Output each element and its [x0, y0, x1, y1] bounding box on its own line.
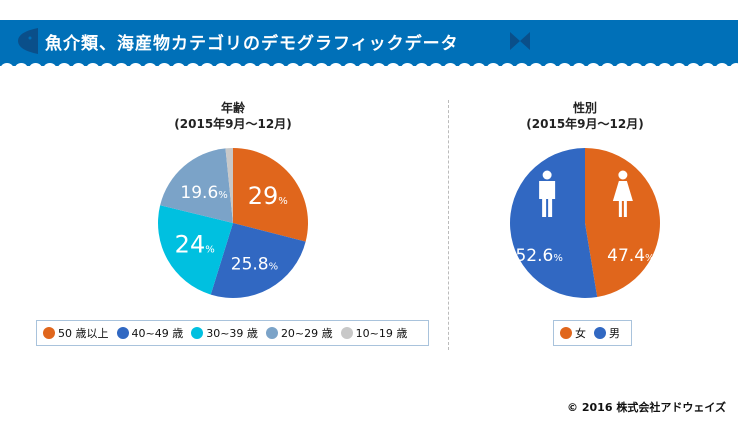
page-title: 魚介類、海産物カテゴリのデモグラフィックデータ — [45, 34, 459, 54]
fish-tail-icon — [510, 32, 530, 50]
legend-swatch — [560, 327, 572, 339]
legend-label: 50 歳以上 — [58, 327, 109, 340]
pie-slice — [509, 148, 598, 298]
legend-label: 女 — [575, 327, 586, 340]
legend-swatch — [191, 327, 204, 339]
legend-swatch — [43, 327, 55, 339]
legend-item: 20~29 歳 — [265, 325, 333, 341]
legend-item: 50 歳以上 — [43, 325, 109, 341]
legend-item: 男 — [594, 325, 620, 341]
age-chart-title: 年齢 (2015年9月～12月) — [133, 100, 333, 132]
legend-label: 30~39 歳 — [206, 327, 258, 340]
legend-label: 10~19 歳 — [355, 327, 408, 340]
female-icon — [612, 170, 633, 217]
gender-subtitle: (2015年9月～12月) — [526, 117, 644, 131]
legend-item: 30~39 歳 — [191, 325, 258, 341]
pie-slice — [160, 148, 233, 223]
pie-slice — [233, 148, 308, 242]
legend-label: 男 — [609, 327, 620, 340]
data-label: 19.6% — [180, 183, 227, 203]
legend-label: 20~29 歳 — [280, 327, 333, 340]
gender-pie-chart: 47.4% 52.6% — [509, 148, 660, 298]
copyright: © 2016 株式会社アドウェイズ — [567, 401, 726, 414]
data-label: 52.6% — [515, 246, 562, 266]
divider — [448, 100, 449, 350]
age-legend: 50 歳以上 40~49 歳 30~39 歳 20~29 歳 10~19 歳 — [36, 320, 429, 346]
legend-item: 40~49 歳 — [116, 325, 184, 341]
legend-swatch — [116, 327, 129, 339]
legend-swatch — [340, 327, 353, 339]
pie-slice — [585, 148, 660, 298]
gender-legend: 女男 — [553, 320, 632, 346]
legend-swatch — [265, 327, 278, 339]
legend-swatch — [594, 327, 606, 339]
age-title: 年齢 — [220, 101, 245, 115]
male-icon — [539, 170, 556, 217]
pie-slice — [158, 205, 233, 295]
data-label: 25.8% — [231, 254, 278, 274]
header-band — [0, 20, 738, 62]
legend-label: 40~49 歳 — [131, 327, 184, 340]
gender-title: 性別 — [572, 101, 597, 115]
fish-head-icon — [18, 28, 38, 54]
pie-slice — [210, 223, 306, 298]
scallop-edge — [0, 60, 738, 72]
gender-chart-title: 性別 (2015年9月～12月) — [485, 100, 685, 132]
data-label: 47.4% — [607, 246, 654, 266]
age-pie-chart: 29%25.8%24%19.6% — [158, 148, 308, 298]
pie-slice — [225, 148, 233, 223]
legend-item: 女 — [560, 325, 586, 341]
age-subtitle: (2015年9月～12月) — [174, 117, 292, 131]
legend-item: 10~19 歳 — [340, 325, 408, 341]
